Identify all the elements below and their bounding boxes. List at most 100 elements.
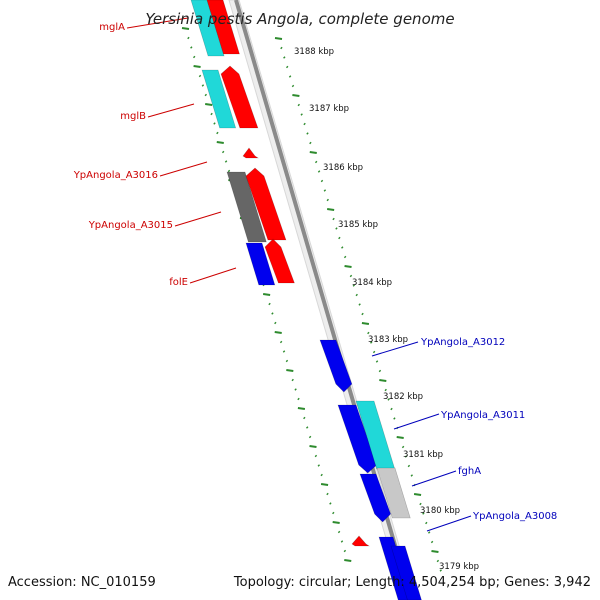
ring-dot xyxy=(410,474,413,477)
ring-dot xyxy=(271,312,274,315)
ring-dot xyxy=(309,141,312,145)
ring-dot xyxy=(326,492,329,496)
ring-tick xyxy=(262,293,271,296)
gene-feature-ypangola-a3015 xyxy=(245,167,287,241)
ring-tick xyxy=(216,141,224,144)
ring-dot xyxy=(343,255,347,259)
ring-dot xyxy=(288,75,292,78)
gene-label-ypangola-a3011[interactable]: YpAngola_A3011 xyxy=(440,410,525,421)
ring-dot xyxy=(352,284,356,287)
gene-feature-ypangola-a3011 xyxy=(337,404,378,474)
label-leader-line xyxy=(426,515,472,532)
ring-dot xyxy=(393,417,396,420)
ring-dot xyxy=(297,103,300,107)
label-leader-lines xyxy=(126,17,472,532)
ring-dot xyxy=(326,198,329,202)
ring-dot xyxy=(425,521,428,525)
ring-dot xyxy=(274,321,277,325)
ring-dot xyxy=(340,540,344,543)
kbp-tick-label: 3179 kbp xyxy=(439,562,479,572)
ring-dot xyxy=(282,350,286,353)
ring-dot xyxy=(419,502,422,506)
ring-dot xyxy=(439,569,442,572)
kbp-tick-label: 3184 kbp xyxy=(352,278,392,288)
gene-label-ypangola-a3016[interactable]: YpAngola_A3016 xyxy=(73,170,158,181)
ring-dot xyxy=(291,84,295,88)
ring-dot xyxy=(268,302,271,306)
gene-label-ypangola-a3012[interactable]: YpAngola_A3012 xyxy=(420,337,505,348)
gene-feature-blue xyxy=(245,242,276,286)
gene-label-ypangola-a3015[interactable]: YpAngola_A3015 xyxy=(88,220,173,231)
label-leader-line xyxy=(147,103,195,118)
ring-dot xyxy=(221,150,225,154)
ring-dot xyxy=(332,217,335,221)
ring-dot xyxy=(349,274,353,278)
ring-tick xyxy=(396,436,404,439)
ring-dot xyxy=(384,388,387,392)
gene-feature-mglB xyxy=(220,65,259,129)
kbp-tick-label: 3181 kbp xyxy=(403,450,443,460)
gene-feature-small-red xyxy=(351,535,371,547)
ring-dot xyxy=(227,169,231,173)
gene-label-mglA[interactable]: mglA xyxy=(99,22,125,33)
gene-feature-folE xyxy=(264,238,295,284)
gene-label-folE[interactable]: folE xyxy=(169,277,188,288)
ring-tick xyxy=(344,559,352,562)
ring-dot xyxy=(401,445,405,449)
gene-feature-mglA xyxy=(206,0,240,55)
ring-dot xyxy=(355,293,358,297)
genome-summary-text: Topology: circular; Length: 4,504,254 bp… xyxy=(233,575,591,590)
gene-features xyxy=(190,0,422,600)
gene-feature-cyan xyxy=(190,0,225,57)
kbp-tick-label: 3182 kbp xyxy=(383,392,423,402)
ring-dot xyxy=(279,340,283,344)
gene-feature-blue xyxy=(359,473,391,523)
ring-dot xyxy=(361,312,364,316)
accession-text: Accession: NC_010159 xyxy=(8,575,156,590)
ring-dot xyxy=(332,511,335,515)
ring-dot xyxy=(329,502,332,505)
gene-feature-cyan xyxy=(201,69,237,129)
ring-dot xyxy=(430,540,434,544)
ring-dot xyxy=(198,74,202,78)
gene-label-ypangola-a3008[interactable]: YpAngola_A3008 xyxy=(472,511,557,522)
ring-tick xyxy=(274,37,283,40)
ring-tick xyxy=(309,151,317,154)
ring-dot xyxy=(320,473,323,477)
ring-dot xyxy=(317,170,321,173)
ring-dot xyxy=(317,464,320,467)
ring-dot xyxy=(314,454,318,458)
gene-label-mglB[interactable]: mglB xyxy=(120,111,146,122)
ring-dot xyxy=(341,246,344,249)
gene-feature-fghA xyxy=(376,467,411,519)
gene-label-fghA[interactable]: fghA xyxy=(458,466,481,477)
ring-dot xyxy=(337,530,341,534)
ring-dot xyxy=(187,36,190,40)
ring-dot xyxy=(314,160,318,164)
ring-dot xyxy=(297,397,300,401)
ring-dot xyxy=(427,531,431,534)
ring-dot xyxy=(303,416,306,420)
ring-dot xyxy=(335,227,338,230)
ring-dot xyxy=(422,512,425,515)
ring-dot xyxy=(338,236,341,240)
ring-tick xyxy=(205,103,213,106)
ring-dot xyxy=(375,360,379,363)
ring-tick xyxy=(320,483,329,486)
ring-tick xyxy=(361,322,370,325)
ring-dot xyxy=(404,455,408,458)
kbp-tick-label: 3188 kbp xyxy=(294,47,334,57)
ring-dot xyxy=(303,122,306,126)
ring-tick xyxy=(181,27,190,30)
ring-tick xyxy=(292,94,300,97)
ring-dot xyxy=(320,179,324,183)
ring-dot xyxy=(306,132,309,135)
label-leader-line xyxy=(411,470,457,487)
kbp-tick-label: 3183 kbp xyxy=(368,335,408,345)
ring-dot xyxy=(201,84,205,87)
ring-tick xyxy=(297,407,306,410)
ring-tick xyxy=(379,379,387,382)
ring-dot xyxy=(192,55,196,59)
